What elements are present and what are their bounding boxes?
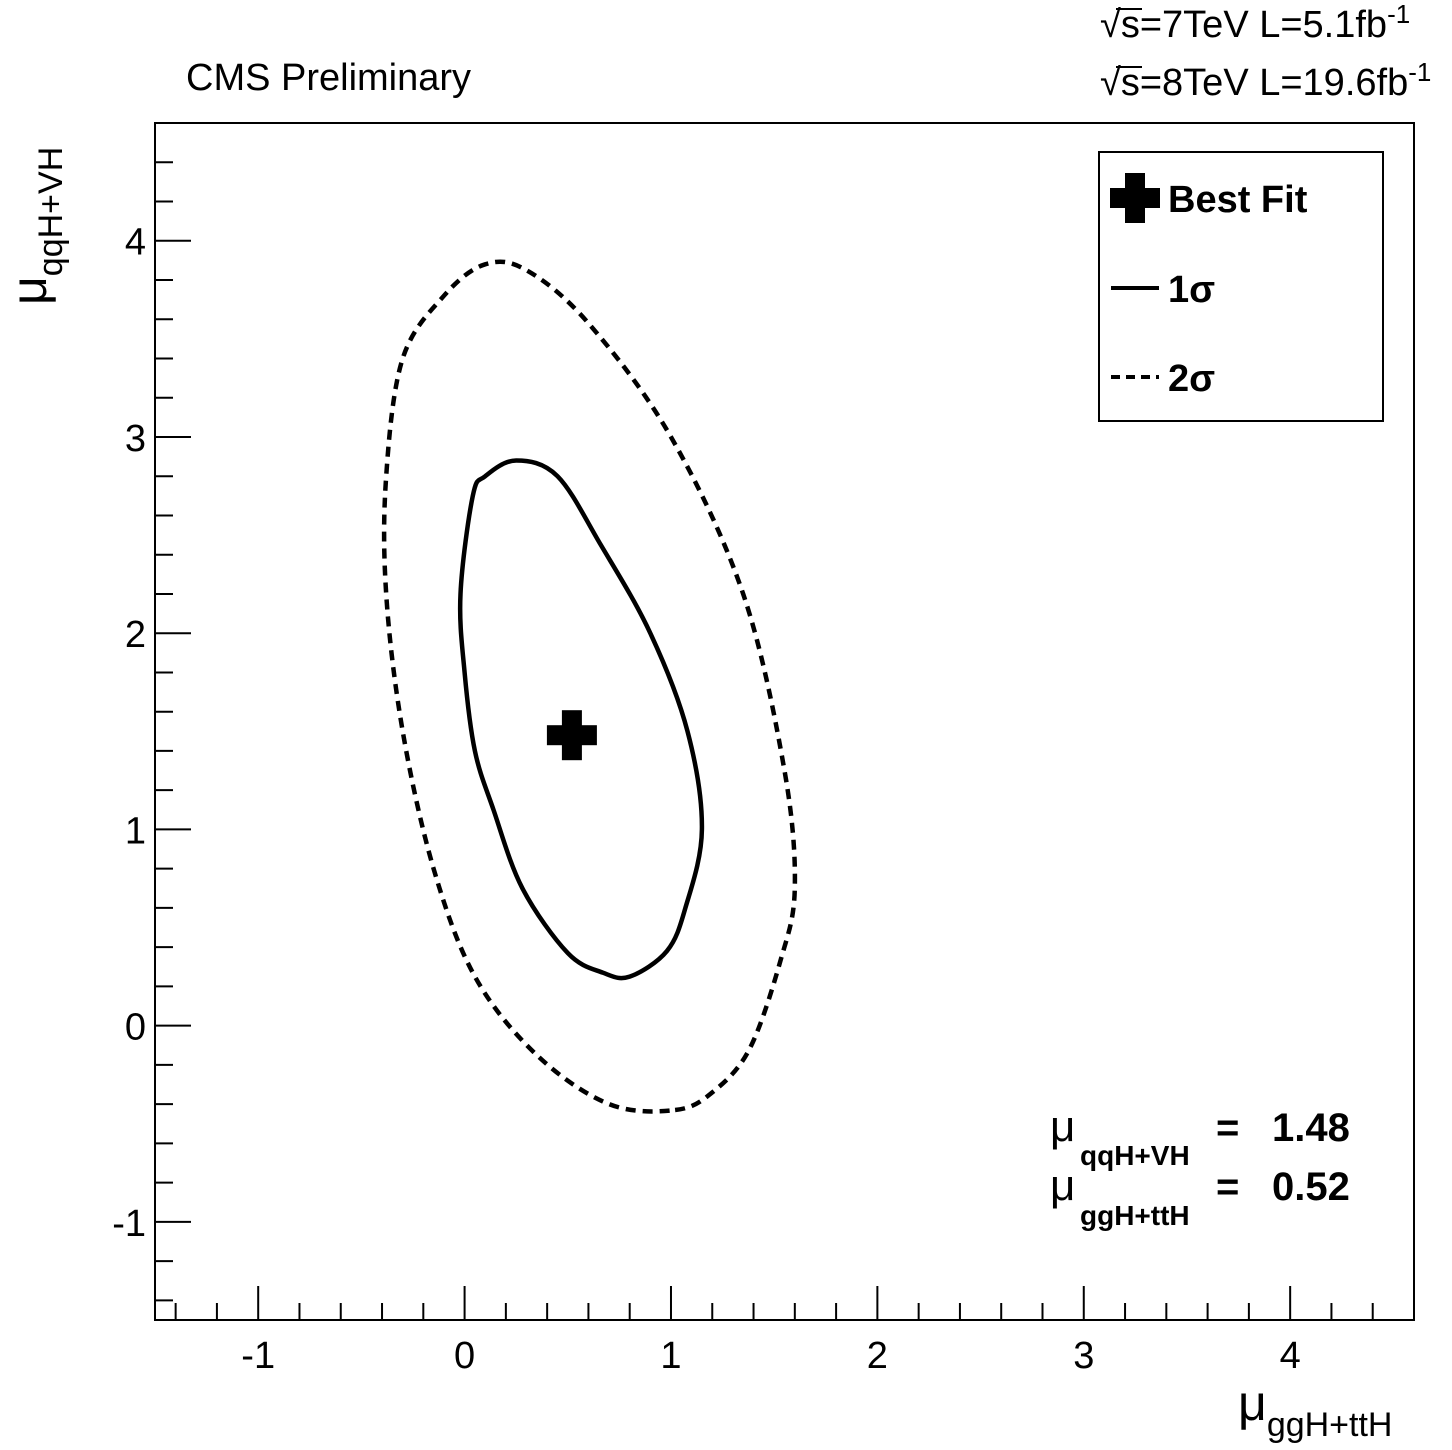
result-mu-ggh-subscript: ggH+ttH	[1080, 1200, 1190, 1231]
result-mu-qqh-symbol: μ	[1050, 1102, 1075, 1151]
result-mu-ggh-symbol: μ	[1050, 1161, 1075, 1210]
result-mu-qqh-subscript: qqH+VH	[1080, 1140, 1190, 1171]
experiment-label: CMS Preliminary	[186, 57, 471, 99]
x-tick-label: 2	[867, 1335, 888, 1377]
y-axis-tick-labels: -1 0 1 2 3 4	[112, 222, 146, 1245]
result-mu-ggh-eq: =	[1216, 1165, 1239, 1209]
x-tick-label: -1	[241, 1335, 275, 1377]
y-tick-label: 0	[125, 1007, 146, 1049]
x-axis-ticks	[174, 1286, 1415, 1320]
x-tick-label: 1	[660, 1335, 681, 1377]
x-tick-label: 0	[454, 1335, 475, 1377]
x-tick-label: 4	[1280, 1335, 1301, 1377]
contour-2sigma-line	[381, 259, 798, 1114]
y-tick-label: 3	[125, 418, 146, 460]
legend: Best Fit 1σ 2σ	[1098, 151, 1384, 422]
y-tick-label: 1	[125, 810, 146, 852]
y-axis-title: μqqH+VH	[1, 147, 70, 305]
y-axis-ticks	[155, 122, 191, 1302]
plot-frame	[154, 122, 1415, 1321]
y-tick-label: 4	[125, 222, 146, 264]
legend-best-fit-marker	[1110, 173, 1160, 223]
legend-1sigma-label: 1σ	[1168, 269, 1215, 311]
x-axis-title: μggH+ttH	[1238, 1375, 1393, 1444]
legend-2sigma-label: 2σ	[1168, 358, 1215, 400]
lumi-7tev-label: √s=7TeV L=5.1fb-1	[1100, 0, 1410, 46]
y-tick-label: -1	[112, 1203, 146, 1245]
legend-best-fit-label: Best Fit	[1168, 179, 1308, 221]
x-tick-label: 3	[1073, 1335, 1094, 1377]
x-axis-tick-labels: -1 0 1 2 3 4	[241, 1335, 1300, 1377]
result-mu-ggh-value: 0.52	[1272, 1165, 1350, 1209]
y-tick-label: 2	[125, 614, 146, 656]
fit-results: μ qqH+VH = 1.48 μ ggH+ttH = 0.52	[1050, 1102, 1350, 1231]
lumi-8tev-label: √s=8TeV L=19.6fb-1	[1100, 57, 1431, 104]
best-fit-marker	[546, 710, 597, 761]
result-mu-qqh-value: 1.48	[1272, 1106, 1350, 1150]
result-mu-qqh-eq: =	[1216, 1106, 1239, 1150]
contour-1sigma-line	[457, 458, 705, 981]
